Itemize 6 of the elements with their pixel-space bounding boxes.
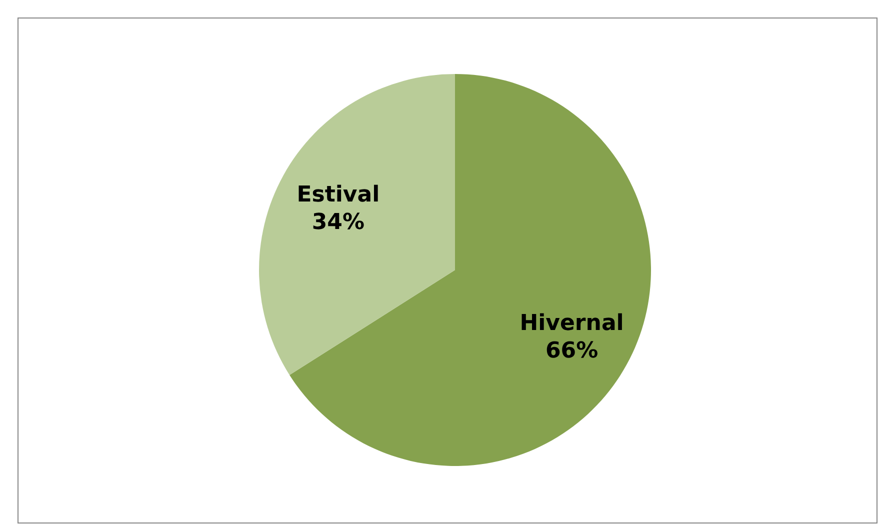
pie-slice (259, 74, 455, 376)
slice-label: Estival (296, 182, 380, 208)
pie-slice (290, 74, 651, 466)
slice-label: Hivernal (520, 310, 624, 336)
data-label: 66% (545, 338, 598, 364)
data-label: 34% (312, 210, 365, 235)
